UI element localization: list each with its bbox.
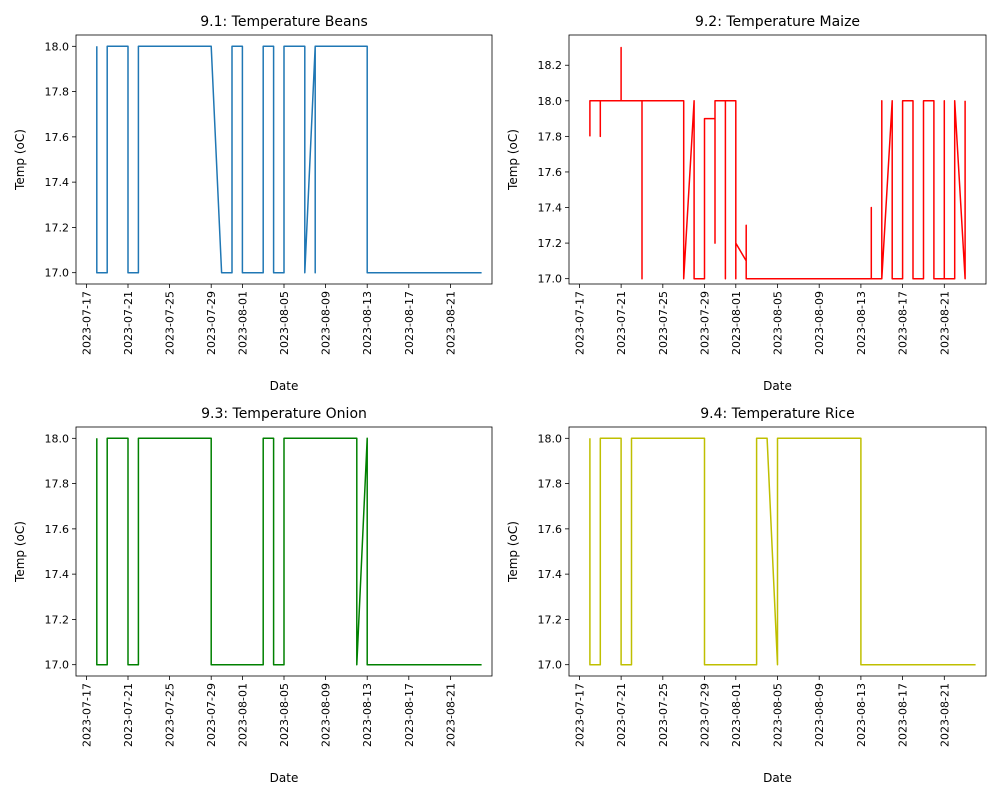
x-tick-label: 2023-08-17 (897, 683, 910, 747)
y-tick-label: 17.6 (538, 166, 563, 179)
y-tick-label: 17.0 (45, 267, 70, 280)
chart-title: 9.3: Temperature Onion (201, 406, 367, 422)
x-axis-label: Date (270, 379, 299, 393)
chart-panel: 17.0 17.2 17.4 17.6 17.8 18.0 2023-07-17 2023-0… (506, 406, 987, 785)
x-tick-label: 2023-08-05 (772, 683, 785, 747)
y-tick-label: 18.2 (538, 59, 563, 72)
x-tick-label: 2023-07-21 (122, 291, 135, 355)
y-tick-label: 17.4 (45, 176, 70, 189)
x-tick-label: 2023-08-21 (444, 683, 457, 747)
y-tick-label: 17.4 (538, 568, 563, 581)
series-line (96, 45, 482, 274)
y-tick-label: 18.0 (45, 40, 70, 53)
y-tick-label: 17.8 (45, 86, 70, 99)
x-tick-label: 2023-08-01 (730, 683, 743, 747)
y-tick-label: 17.0 (538, 273, 563, 286)
y-tick-label: 17.8 (538, 130, 563, 143)
x-tick-label: 2023-07-21 (615, 683, 628, 747)
x-tick-label: 2023-07-29 (699, 291, 712, 355)
x-tick-label: 2023-08-09 (320, 291, 333, 355)
x-tick-label: 2023-08-21 (938, 291, 951, 355)
x-tick-label: 2023-07-17 (573, 683, 586, 747)
y-tick-label: 17.2 (538, 237, 563, 250)
y-tick-label: 17.8 (45, 478, 70, 491)
y-tick-label: 17.6 (45, 523, 70, 536)
x-tick-label: 2023-08-13 (361, 683, 374, 747)
x-tick-label: 2023-08-01 (236, 683, 249, 747)
x-tick-label: 2023-08-09 (813, 683, 826, 747)
x-tick-label: 2023-07-17 (80, 683, 93, 747)
x-tick-label: 2023-08-17 (403, 291, 416, 355)
y-tick-label: 17.2 (538, 613, 563, 626)
y-tick-label: 17.2 (45, 221, 70, 234)
y-axis-label: Temp (oC) (506, 129, 520, 191)
x-tick-label: 2023-07-25 (164, 683, 177, 747)
x-tick-label: 2023-08-09 (813, 291, 826, 355)
x-tick-label: 2023-08-13 (855, 683, 868, 747)
y-axis-label: Temp (oC) (506, 521, 520, 583)
x-axis-label: Date (270, 771, 299, 785)
x-tick-label: 2023-07-29 (205, 291, 218, 355)
y-tick-label: 18.0 (45, 432, 70, 445)
chart-title: 9.4: Temperature Rice (700, 406, 855, 422)
series-line (96, 437, 482, 666)
x-tick-label: 2023-08-05 (278, 291, 291, 355)
chart-panel: 17.0 17.2 17.4 17.6 17.8 18.0 18.2 2023-07-17 20… (506, 14, 987, 393)
x-tick-label: 2023-07-25 (657, 683, 670, 747)
x-tick-label: 2023-07-21 (615, 291, 628, 355)
series-line (589, 46, 966, 280)
x-tick-label: 2023-08-05 (278, 683, 291, 747)
y-tick-label: 17.4 (538, 202, 563, 215)
x-tick-label: 2023-07-17 (573, 291, 586, 355)
y-tick-label: 17.0 (45, 659, 70, 672)
x-tick-label: 2023-08-01 (236, 291, 249, 355)
x-axis-label: Date (763, 771, 792, 785)
chart-panel: 17.0 17.2 17.4 17.6 17.8 18.0 2023-07-17 2023-0… (13, 14, 493, 393)
x-tick-label: 2023-08-01 (730, 291, 743, 355)
y-tick-label: 17.2 (45, 613, 70, 626)
x-axis-label: Date (763, 379, 792, 393)
x-tick-label: 2023-08-21 (938, 683, 951, 747)
y-tick-label: 17.8 (538, 478, 563, 491)
y-tick-label: 17.0 (538, 659, 563, 672)
y-tick-label: 17.4 (45, 568, 70, 581)
chart-panel: 17.0 17.2 17.4 17.6 17.8 18.0 2023-07-17 2023-0… (13, 406, 493, 785)
y-tick-label: 18.0 (538, 432, 563, 445)
x-tick-label: 2023-08-13 (855, 291, 868, 355)
x-tick-label: 2023-07-29 (699, 683, 712, 747)
x-tick-label: 2023-08-17 (897, 291, 910, 355)
y-axis-label: Temp (oC) (13, 521, 27, 583)
chart-title: 9.2: Temperature Maize (695, 14, 860, 30)
x-tick-label: 2023-08-17 (403, 683, 416, 747)
x-tick-label: 2023-07-25 (657, 291, 670, 355)
y-tick-label: 17.6 (538, 523, 563, 536)
chart-title: 9.1: Temperature Beans (200, 14, 368, 30)
y-axis-label: Temp (oC) (13, 129, 27, 191)
y-tick-label: 17.6 (45, 131, 70, 144)
x-tick-label: 2023-08-21 (444, 291, 457, 355)
x-tick-label: 2023-07-29 (205, 683, 218, 747)
x-tick-label: 2023-08-05 (772, 291, 785, 355)
x-tick-label: 2023-08-13 (361, 291, 374, 355)
x-tick-label: 2023-07-25 (164, 291, 177, 355)
series-line (589, 437, 976, 666)
x-tick-label: 2023-07-17 (80, 291, 93, 355)
x-tick-label: 2023-08-09 (320, 683, 333, 747)
x-tick-label: 2023-07-21 (122, 683, 135, 747)
y-tick-label: 18.0 (538, 95, 563, 108)
